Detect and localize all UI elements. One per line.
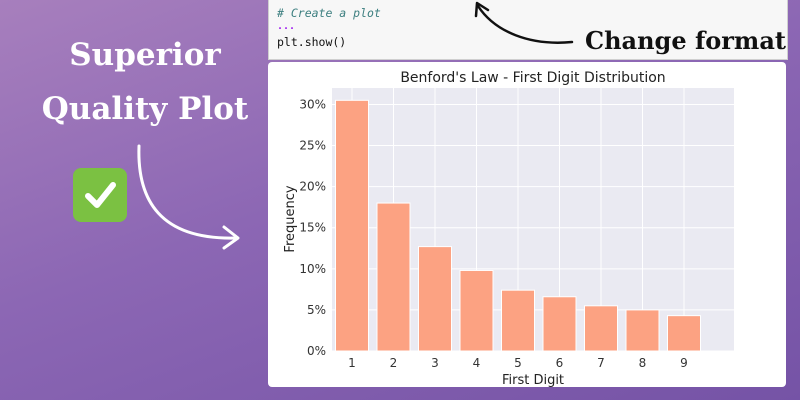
chart-title: Benford's Law - First Digit Distribution — [400, 70, 665, 86]
x-tick-label: 7 — [597, 356, 605, 370]
bar-digit-7 — [584, 305, 618, 352]
x-tick-label: 5 — [514, 356, 522, 370]
bar-digit-5 — [501, 289, 535, 352]
y-tick-label: 0% — [307, 344, 326, 358]
y-tick-label: 10% — [299, 262, 326, 276]
bar-chart: 0% 5% 10% 15% 20% 25% 30% 1 2 3 4 5 6 7 8 9 Benford's … — [283, 70, 734, 387]
headline-line-1: Superior — [69, 37, 221, 73]
x-tick-label: 1 — [348, 356, 356, 370]
check-mark-icon — [73, 168, 127, 222]
code-panel: # Create a plot ... plt.show() — [268, 0, 788, 60]
bar-digit-6 — [542, 296, 577, 352]
x-tick-label: 3 — [431, 356, 439, 370]
x-axis-label: First Digit — [502, 373, 564, 387]
headline-line-2: Quality Plot — [41, 91, 249, 127]
y-tick-label: 30% — [299, 97, 326, 111]
plot-card: 0% 5% 10% 15% 20% 25% 30% 1 2 3 4 5 6 7 8 9 Benford's … — [268, 62, 786, 387]
bar-digit-3 — [418, 246, 452, 352]
code-show-call: plt.show() — [277, 35, 347, 49]
headline: Superior Quality Plot — [30, 28, 260, 136]
y-axis-label: Frequency — [283, 185, 298, 252]
bar-digit-8 — [625, 309, 660, 352]
y-tick-label: 20% — [299, 180, 326, 194]
x-tick-label: 2 — [390, 356, 398, 370]
x-tick-label: 8 — [639, 356, 647, 370]
bar-digit-1 — [335, 99, 369, 352]
y-tick-label: 5% — [307, 303, 326, 317]
x-tick-label: 4 — [473, 356, 481, 370]
y-tick-label: 15% — [299, 221, 326, 235]
y-tick-label: 25% — [299, 139, 326, 153]
x-tick-label: 9 — [680, 356, 688, 370]
code-ellipsis: ... — [277, 21, 296, 32]
bar-digit-4 — [459, 269, 494, 352]
bar-digit-2 — [376, 202, 411, 352]
change-format-label: Change format — [585, 26, 786, 55]
bar-digit-9 — [667, 315, 701, 352]
x-tick-label: 6 — [556, 356, 564, 370]
code-comment: # Create a plot — [277, 6, 381, 20]
